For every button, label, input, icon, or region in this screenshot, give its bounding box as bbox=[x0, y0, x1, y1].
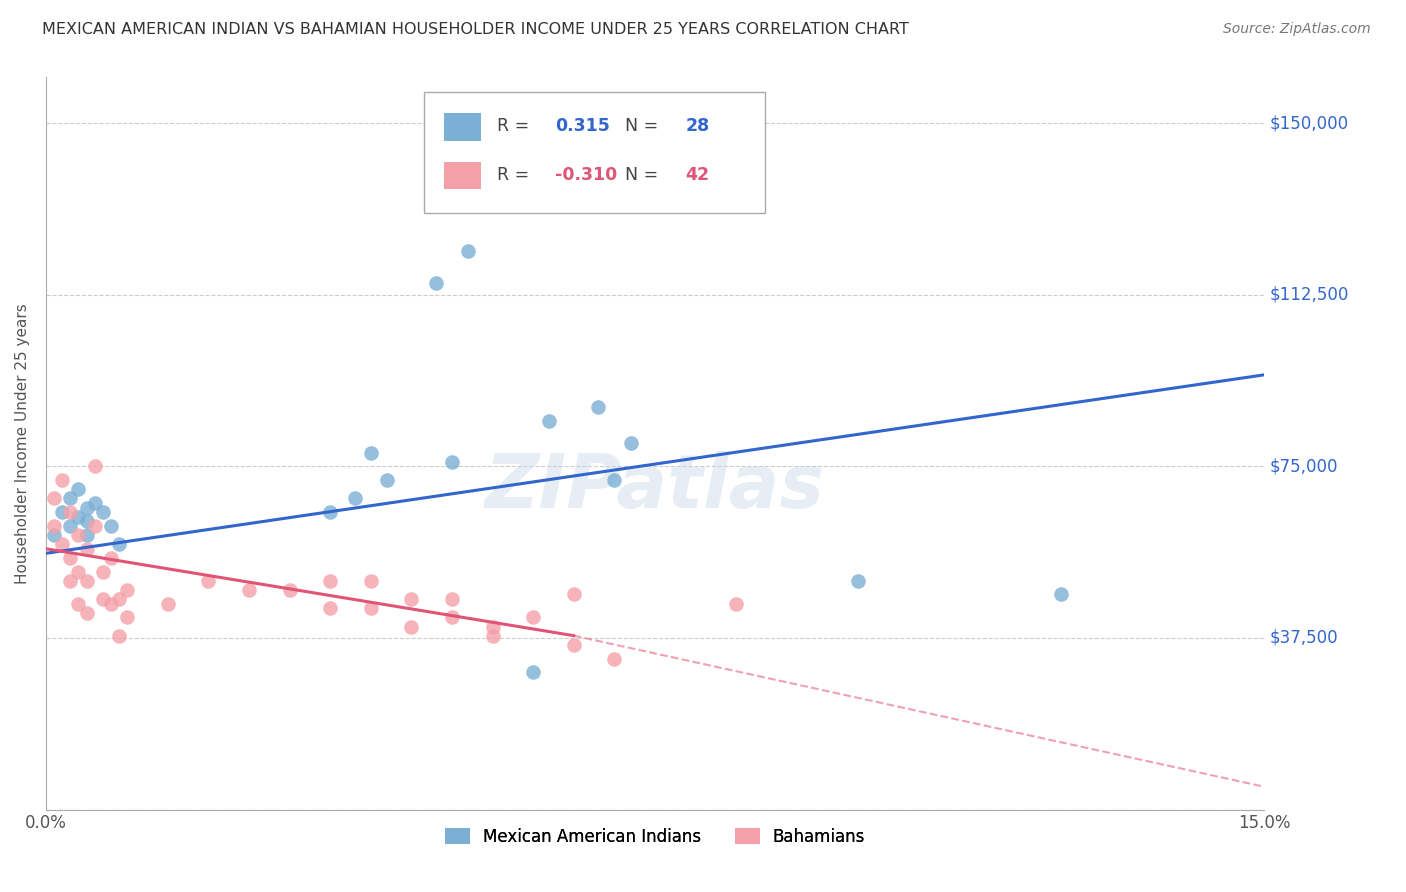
Point bbox=[319, 601, 342, 615]
Text: 0.315: 0.315 bbox=[555, 118, 610, 136]
Text: N =: N = bbox=[624, 166, 664, 184]
Point bbox=[620, 436, 643, 450]
Point bbox=[278, 582, 301, 597]
Point bbox=[76, 606, 98, 620]
Point bbox=[42, 491, 65, 506]
Point bbox=[562, 587, 585, 601]
Point bbox=[360, 574, 382, 588]
Point bbox=[115, 610, 138, 624]
Text: MEXICAN AMERICAN INDIAN VS BAHAMIAN HOUSEHOLDER INCOME UNDER 25 YEARS CORRELATIO: MEXICAN AMERICAN INDIAN VS BAHAMIAN HOUS… bbox=[42, 22, 910, 37]
Point bbox=[319, 505, 342, 519]
Point bbox=[100, 597, 122, 611]
Point bbox=[360, 601, 382, 615]
Point bbox=[67, 528, 90, 542]
Point bbox=[51, 537, 73, 551]
Point bbox=[115, 582, 138, 597]
Legend: Mexican American Indians, Bahamians: Mexican American Indians, Bahamians bbox=[439, 822, 872, 853]
Point bbox=[51, 473, 73, 487]
Point bbox=[481, 619, 503, 633]
Point bbox=[440, 455, 463, 469]
Point bbox=[197, 574, 219, 588]
Point bbox=[440, 592, 463, 607]
Point bbox=[91, 565, 114, 579]
Point bbox=[59, 550, 82, 565]
Point bbox=[375, 473, 398, 487]
Point bbox=[100, 550, 122, 565]
Point bbox=[51, 505, 73, 519]
Text: 28: 28 bbox=[686, 118, 710, 136]
Text: R =: R = bbox=[496, 118, 534, 136]
Text: ZIPatlas: ZIPatlas bbox=[485, 451, 825, 524]
Point bbox=[538, 414, 561, 428]
Point bbox=[401, 619, 423, 633]
Point bbox=[481, 629, 503, 643]
FancyBboxPatch shape bbox=[423, 92, 765, 213]
Y-axis label: Householder Income Under 25 years: Householder Income Under 25 years bbox=[15, 303, 30, 584]
Text: -0.310: -0.310 bbox=[555, 166, 617, 184]
Text: R =: R = bbox=[496, 166, 534, 184]
Point bbox=[1050, 587, 1073, 601]
Text: $150,000: $150,000 bbox=[1270, 114, 1350, 132]
Text: $112,500: $112,500 bbox=[1270, 285, 1350, 304]
Point bbox=[108, 537, 131, 551]
Point bbox=[91, 505, 114, 519]
Point bbox=[76, 514, 98, 528]
Text: Source: ZipAtlas.com: Source: ZipAtlas.com bbox=[1223, 22, 1371, 37]
Point bbox=[59, 491, 82, 506]
Point bbox=[59, 519, 82, 533]
Point bbox=[83, 496, 105, 510]
Point bbox=[42, 519, 65, 533]
Point bbox=[457, 244, 479, 259]
Point bbox=[83, 459, 105, 474]
Point bbox=[603, 651, 626, 665]
Point bbox=[156, 597, 179, 611]
Point bbox=[83, 519, 105, 533]
Point bbox=[76, 541, 98, 556]
Text: $37,500: $37,500 bbox=[1270, 629, 1339, 647]
Point bbox=[506, 185, 529, 199]
Point bbox=[846, 574, 869, 588]
Point bbox=[67, 482, 90, 496]
Point bbox=[100, 519, 122, 533]
Point bbox=[67, 509, 90, 524]
Point bbox=[76, 528, 98, 542]
Point bbox=[108, 592, 131, 607]
Point bbox=[603, 473, 626, 487]
Point bbox=[108, 629, 131, 643]
Point bbox=[91, 592, 114, 607]
FancyBboxPatch shape bbox=[444, 113, 481, 141]
Point bbox=[42, 528, 65, 542]
Point bbox=[586, 400, 609, 414]
Point bbox=[67, 597, 90, 611]
Text: N =: N = bbox=[624, 118, 664, 136]
Point bbox=[319, 574, 342, 588]
Point bbox=[425, 277, 447, 291]
Point bbox=[76, 574, 98, 588]
Point bbox=[59, 505, 82, 519]
Point bbox=[401, 592, 423, 607]
Point bbox=[67, 565, 90, 579]
Point bbox=[238, 582, 260, 597]
Point bbox=[562, 638, 585, 652]
Point bbox=[522, 665, 544, 680]
Point bbox=[343, 491, 366, 506]
Text: 42: 42 bbox=[686, 166, 710, 184]
FancyBboxPatch shape bbox=[444, 161, 481, 189]
Point bbox=[522, 610, 544, 624]
Point bbox=[360, 445, 382, 459]
Point bbox=[59, 574, 82, 588]
Point bbox=[440, 610, 463, 624]
Point bbox=[76, 500, 98, 515]
Text: $75,000: $75,000 bbox=[1270, 458, 1339, 475]
Point bbox=[725, 597, 748, 611]
